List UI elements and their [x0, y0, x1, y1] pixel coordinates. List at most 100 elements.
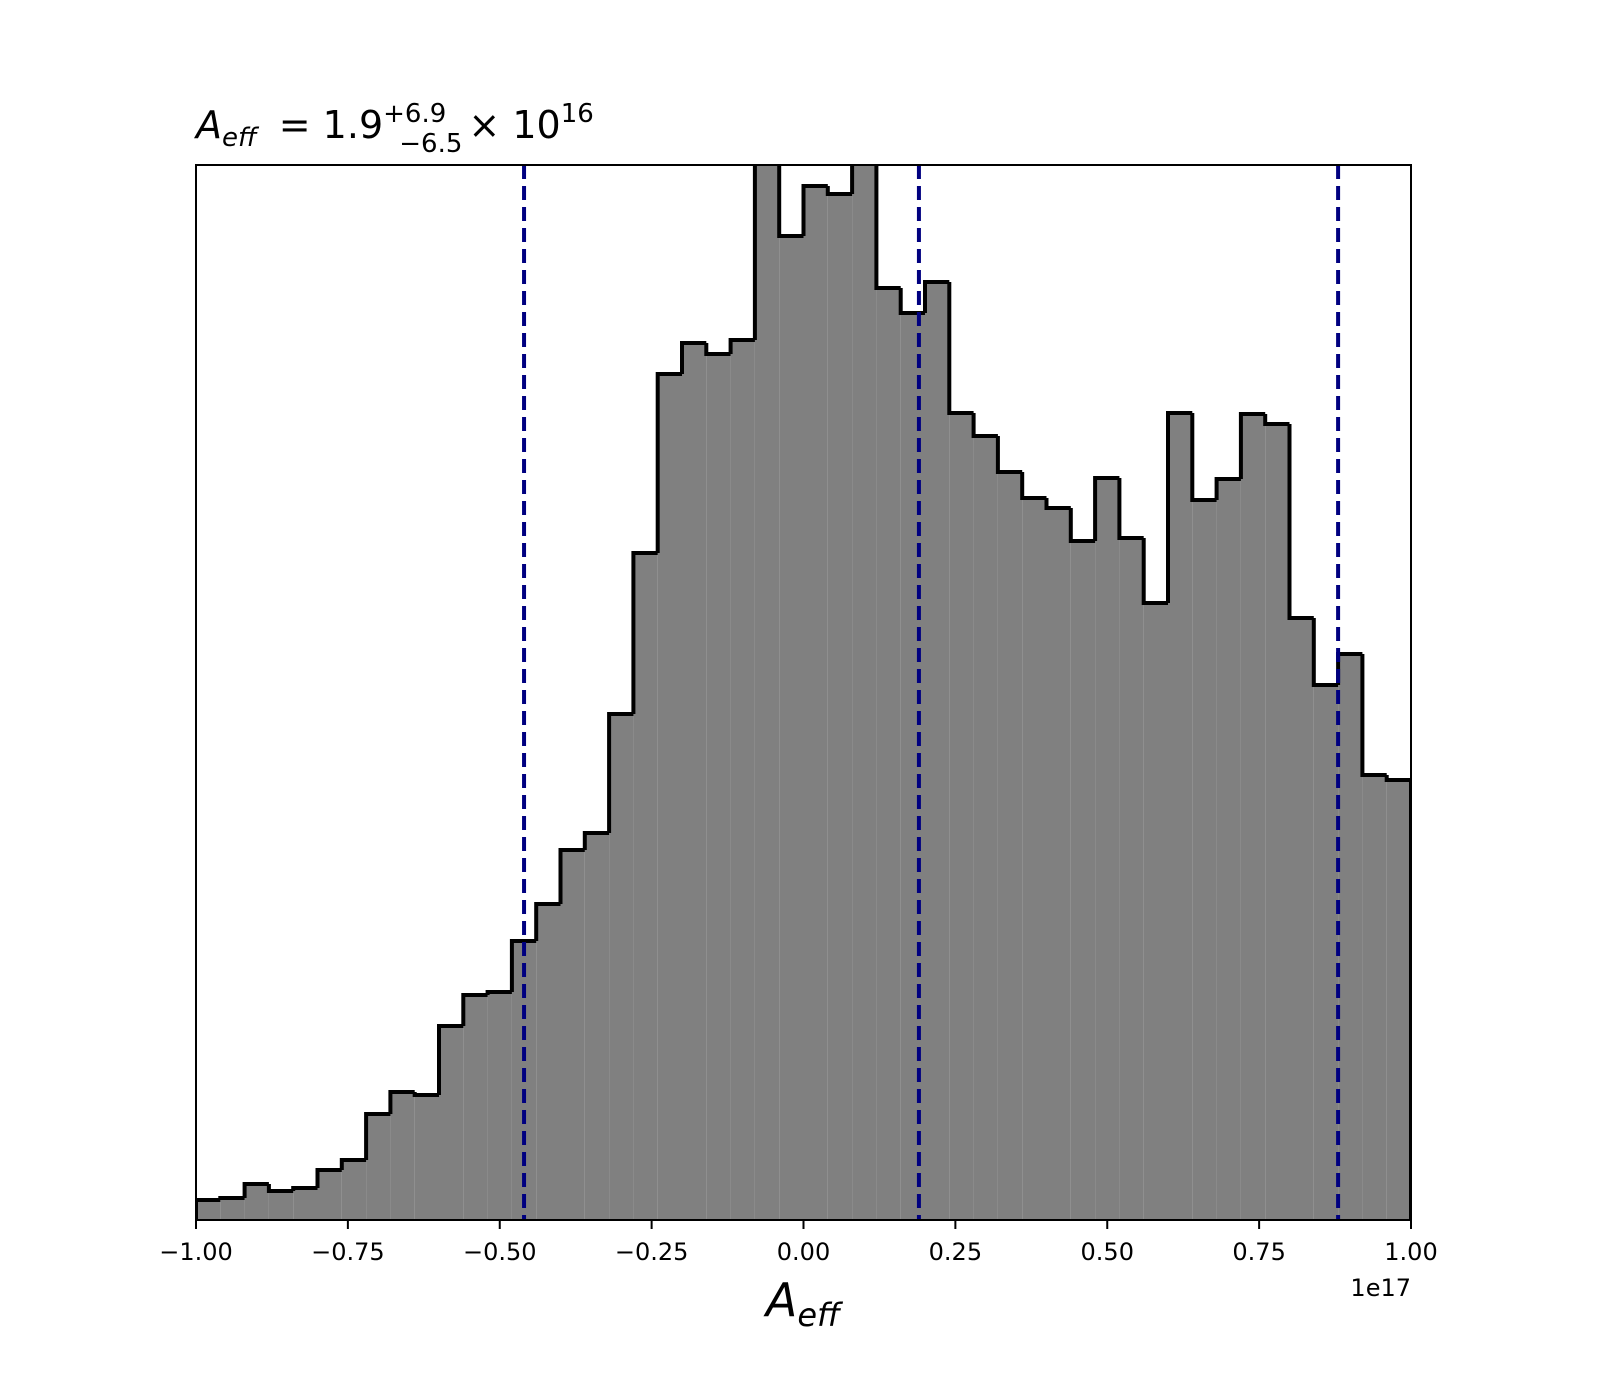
hist-step: [1093, 476, 1120, 541]
bar: [341, 1160, 367, 1220]
hist-step: [266, 1184, 294, 1193]
hist-step: [1214, 477, 1241, 500]
bar: [1168, 413, 1193, 1220]
x-label-subscript: eff: [797, 1296, 844, 1334]
bar: [268, 1191, 294, 1220]
hist-step: [1190, 413, 1217, 502]
x-tick-label: −0.25: [615, 1238, 689, 1266]
title-upper: +6.9: [383, 99, 446, 129]
bar: [1143, 603, 1168, 1220]
hist-step: [728, 338, 755, 354]
bar: [803, 186, 828, 1220]
bar: [852, 165, 877, 1220]
bar: [1386, 780, 1411, 1220]
hist-step: [509, 939, 537, 992]
hist-step: [364, 1112, 391, 1160]
bar: [1313, 685, 1339, 1220]
bar: [633, 553, 658, 1220]
bar: [196, 1200, 221, 1220]
hist-step: [558, 848, 585, 904]
hist-step: [801, 184, 828, 236]
hist-step: [242, 1182, 269, 1198]
hist-step: [850, 165, 855, 194]
x-tick-label: 0.75: [1232, 1238, 1285, 1266]
bar: [414, 1095, 439, 1220]
hist-step: [923, 280, 950, 313]
bar: [949, 413, 974, 1220]
hist-step: [1044, 498, 1071, 510]
hist-step: [582, 831, 610, 850]
bar: [366, 1114, 391, 1220]
x-offset-label: 1e17: [1350, 1274, 1411, 1302]
hist-step: [680, 341, 707, 374]
title-subscript: eff: [222, 123, 260, 153]
bar: [560, 850, 585, 1220]
x-tick-label: −0.50: [463, 1238, 537, 1266]
hist-step: [315, 1168, 342, 1188]
bar: [244, 1184, 269, 1220]
plot-area: [196, 165, 1411, 1220]
hist-step: [461, 993, 488, 1026]
bar: [390, 1092, 415, 1220]
x-tick-label: 0.00: [777, 1238, 830, 1266]
hist-step: [1384, 775, 1411, 1220]
hist-step: [874, 165, 901, 290]
bar: [1022, 498, 1047, 1220]
bar: [779, 236, 804, 1220]
title-lower: −6.5: [399, 129, 462, 159]
hist-step: [1238, 412, 1266, 479]
hist-step: [825, 186, 853, 196]
hist-step: [898, 288, 925, 315]
hist-step: [196, 1198, 221, 1220]
bar: [1119, 538, 1144, 1220]
bar: [900, 313, 925, 1220]
hist-step: [485, 990, 512, 995]
hist-step: [777, 165, 804, 238]
bar: [1070, 541, 1096, 1220]
hist-step: [947, 282, 974, 415]
hist-step: [437, 1024, 464, 1095]
bar: [439, 1026, 464, 1220]
hist-step: [655, 372, 682, 553]
bar: [1046, 508, 1071, 1220]
hist-step: [218, 1196, 245, 1200]
bar: [536, 904, 561, 1220]
bar: [657, 374, 682, 1220]
bar: [997, 472, 1023, 1220]
title-median: = 1.9: [279, 103, 383, 147]
hist-step: [995, 436, 1023, 474]
bar: [1338, 654, 1363, 1220]
chart-title: Aeff = 1.9+6.9 −6.5 × 1016: [193, 99, 594, 159]
hist-step: [1166, 411, 1193, 603]
bar: [1216, 479, 1241, 1220]
hist-step: [704, 343, 731, 356]
bar: [925, 282, 950, 1220]
hist-step: [1141, 538, 1168, 605]
bar: [463, 995, 488, 1220]
bar: [609, 714, 634, 1220]
x-label-symbol: A: [763, 1273, 797, 1327]
hist-step: [1020, 472, 1047, 500]
x-tick-label: −0.75: [311, 1238, 385, 1266]
title-times: × 10: [468, 103, 560, 147]
hist-step: [291, 1186, 318, 1191]
x-tick-label: 1.00: [1384, 1238, 1437, 1266]
bar: [293, 1188, 318, 1220]
hist-step: [1360, 654, 1387, 777]
x-axis-label: Aeff: [763, 1273, 844, 1334]
x-axis: −1.00 −0.75 −0.50 −0.25 0.00 0.25 0.50 0.75 1.00: [159, 1220, 1438, 1266]
hist-step: [1287, 424, 1314, 620]
hist-step: [631, 551, 658, 714]
bar: [584, 833, 610, 1220]
x-tick-label: 0.50: [1081, 1238, 1134, 1266]
hist-step: [388, 1090, 415, 1114]
bar: [1240, 414, 1266, 1220]
x-tick-label: 0.25: [929, 1238, 982, 1266]
bar: [876, 288, 901, 1220]
bar: [1265, 424, 1290, 1220]
bar: [317, 1170, 342, 1220]
bar: [706, 354, 731, 1220]
bar: [827, 194, 853, 1220]
bar: [220, 1198, 245, 1220]
